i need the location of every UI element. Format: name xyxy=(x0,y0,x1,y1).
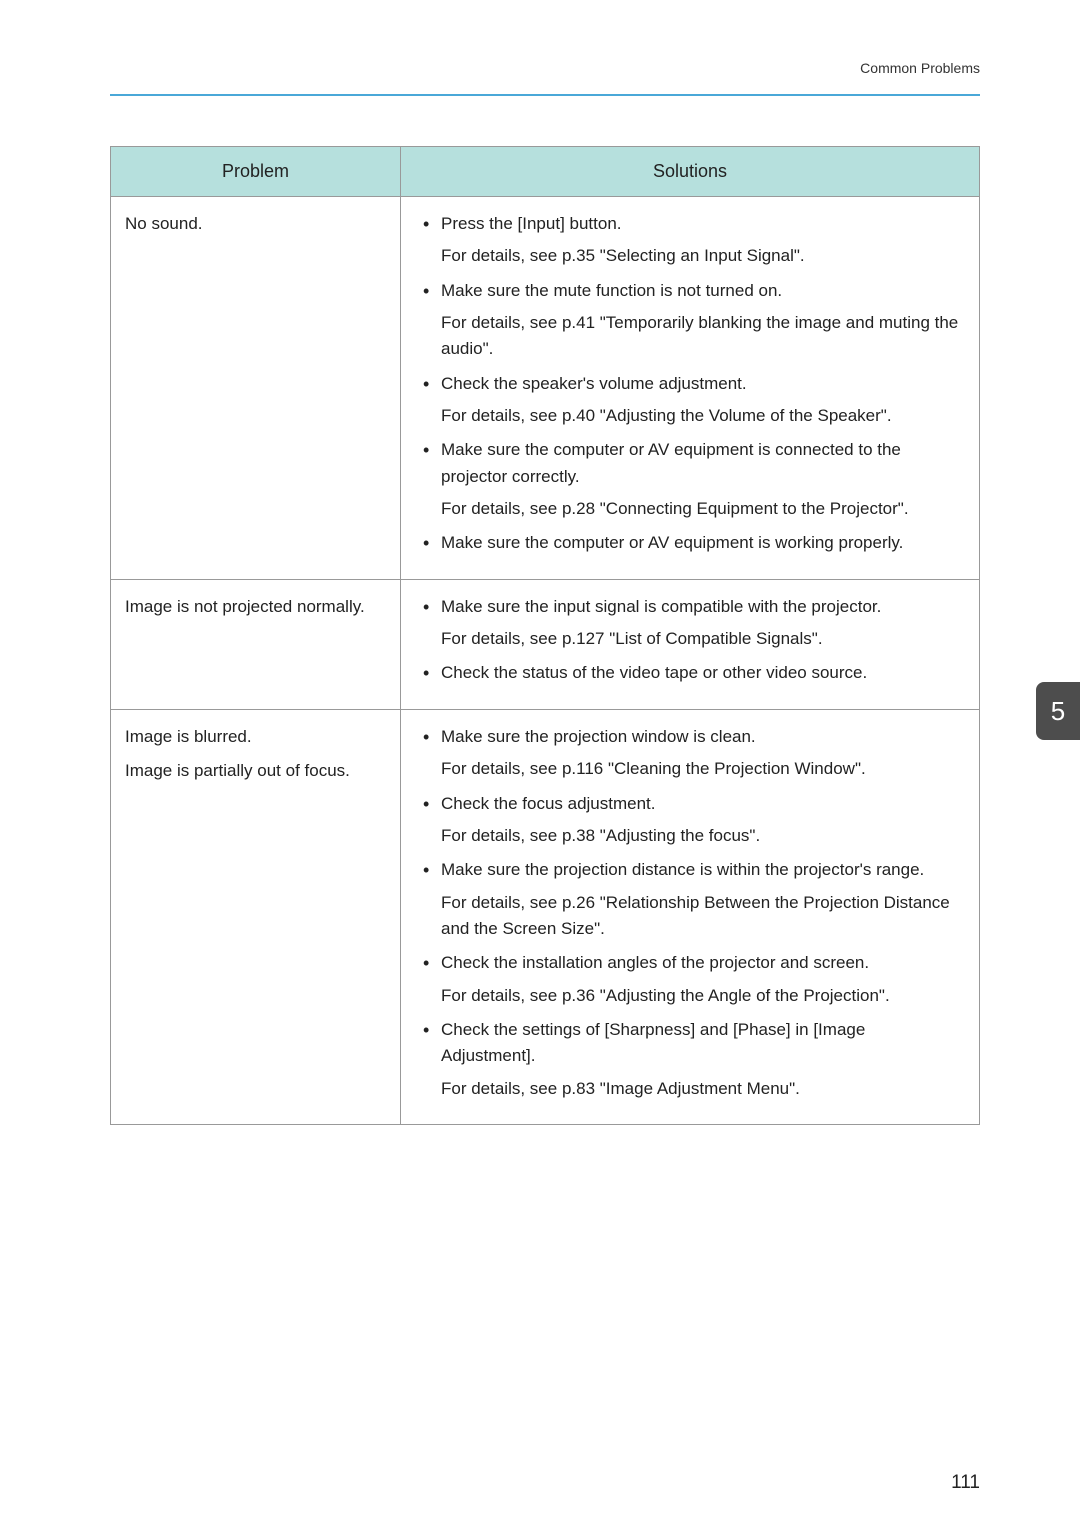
solution-item: Check the status of the video tape or ot… xyxy=(419,660,961,686)
solution-item: Make sure the input signal is compatible… xyxy=(419,594,961,653)
table-row: Image is not projected normally. Make sur… xyxy=(111,579,980,709)
solutions-cell: Make sure the projection window is clean… xyxy=(401,709,980,1124)
page-container: Common Problems Problem Solutions No sou… xyxy=(0,0,1080,1175)
table-row: No sound. Press the [Input] button.For de… xyxy=(111,197,980,580)
troubleshooting-table: Problem Solutions No sound. Press the [In… xyxy=(110,146,980,1125)
solution-item: Check the speaker's volume adjustment.Fo… xyxy=(419,371,961,430)
solutions-cell: Make sure the input signal is compatible… xyxy=(401,579,980,709)
solutions-cell: Press the [Input] button.For details, se… xyxy=(401,197,980,580)
problem-cell: No sound. xyxy=(111,197,401,580)
header-section-title: Common Problems xyxy=(110,60,980,76)
solution-item: Make sure the computer or AV equipment i… xyxy=(419,437,961,522)
page-number: 111 xyxy=(951,1472,980,1494)
solution-item: Make sure the projection window is clean… xyxy=(419,724,961,783)
solution-item: Make sure the projection distance is wit… xyxy=(419,857,961,942)
problem-cell: Image is not projected normally. xyxy=(111,579,401,709)
solution-item: Check the installation angles of the pro… xyxy=(419,950,961,1009)
chapter-tab: 5 xyxy=(1036,682,1080,740)
header-rule xyxy=(110,94,980,96)
problem-cell: Image is blurred.Image is partially out … xyxy=(111,709,401,1124)
chapter-tab-label: 5 xyxy=(1051,696,1065,727)
solution-item: Check the settings of [Sharpness] and [P… xyxy=(419,1017,961,1102)
solution-item: Make sure the computer or AV equipment i… xyxy=(419,530,961,556)
col-header-solutions: Solutions xyxy=(401,147,980,197)
col-header-problem: Problem xyxy=(111,147,401,197)
table-header-row: Problem Solutions xyxy=(111,147,980,197)
solution-item: Make sure the mute function is not turne… xyxy=(419,278,961,363)
table-row: Image is blurred.Image is partially out … xyxy=(111,709,980,1124)
solution-item: Check the focus adjustment.For details, … xyxy=(419,791,961,850)
solution-item: Press the [Input] button.For details, se… xyxy=(419,211,961,270)
